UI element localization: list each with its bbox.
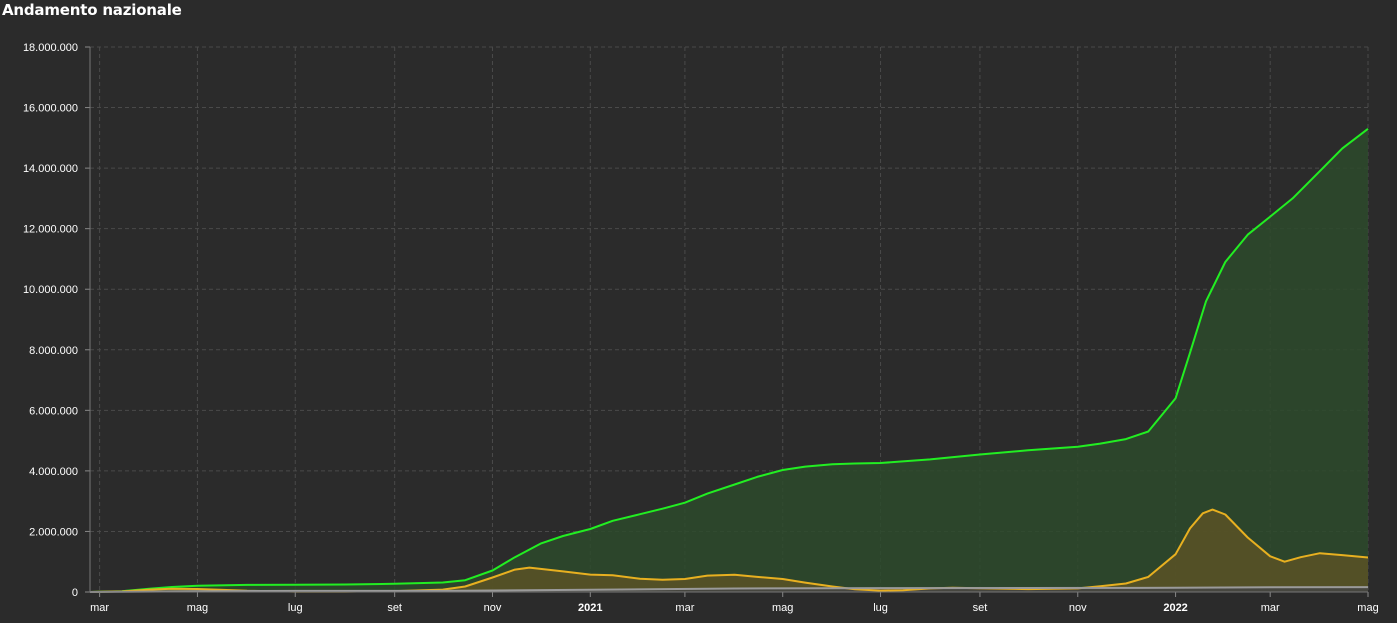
chart-areas xyxy=(90,128,1368,593)
x-tick-label: mar xyxy=(675,602,694,614)
y-tick-label: 12.000.000 xyxy=(23,224,78,236)
y-tick-label: 16.000.000 xyxy=(23,103,78,115)
series-line-2 xyxy=(89,586,1369,593)
x-tick-label: lug xyxy=(873,602,888,614)
x-tick-label: set xyxy=(387,602,402,614)
page-title: Andamento nazionale xyxy=(2,1,182,19)
x-tick-label: mag xyxy=(772,602,793,614)
x-tick-label: set xyxy=(973,602,988,614)
x-tick-label: mar xyxy=(90,602,109,614)
series-line-0 xyxy=(89,128,1369,593)
y-axis-ticks: 0 2.000.000 4.000.000 6.000.000 8.000.000 10.… xyxy=(23,42,78,599)
y-tick-label: 4.000.000 xyxy=(29,466,78,478)
y-tick-label: 18.000.000 xyxy=(23,42,78,54)
x-tick-label: mag xyxy=(187,602,208,614)
x-axis-ticks: mar mag lug set nov 2021 mar mag lug set nov 2022 ma… xyxy=(90,602,1379,614)
x-tick-label: lug xyxy=(288,602,303,614)
x-tick-label: 2021 xyxy=(578,602,602,614)
y-tick-label: 10.000.000 xyxy=(23,284,78,296)
x-tick-label: 2022 xyxy=(1163,602,1187,614)
y-tick-label: 2.000.000 xyxy=(29,526,78,538)
y-tick-label: 14.000.000 xyxy=(23,163,78,175)
y-tick-label: 8.000.000 xyxy=(29,345,78,357)
series-area-0 xyxy=(90,128,1368,593)
x-tick-label: nov xyxy=(1069,602,1087,614)
x-tick-label: mag xyxy=(1357,602,1378,614)
x-tick-label: nov xyxy=(484,602,502,614)
y-tick-label: 6.000.000 xyxy=(29,405,78,417)
chart-axes xyxy=(85,46,1369,597)
x-tick-label: mar xyxy=(1261,602,1280,614)
y-tick-label: 0 xyxy=(72,587,78,599)
